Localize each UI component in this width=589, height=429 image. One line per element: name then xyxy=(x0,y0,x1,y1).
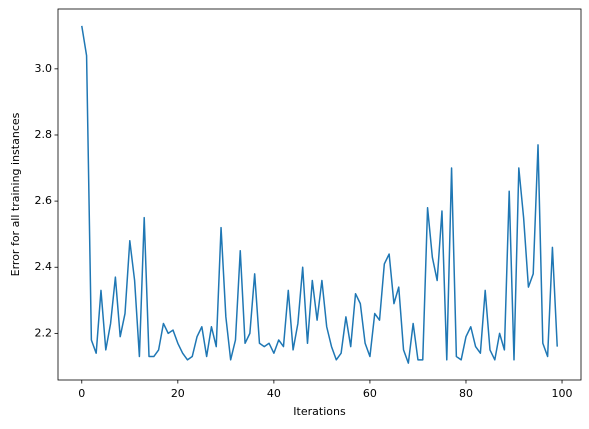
x-tick-label: 80 xyxy=(459,387,473,400)
y-axis-label: Error for all training instances xyxy=(9,112,22,276)
x-axis-label: Iterations xyxy=(293,405,346,418)
data-line xyxy=(81,25,558,364)
x-tick-label: 0 xyxy=(78,387,85,400)
x-tick-label: 20 xyxy=(171,387,185,400)
x-tick-label: 40 xyxy=(267,387,281,400)
x-tick-label: 60 xyxy=(363,387,377,400)
y-tick-label: 2.2 xyxy=(35,326,53,339)
y-tick-label: 3.0 xyxy=(35,62,53,75)
plot-frame xyxy=(57,8,582,381)
y-tick-label: 2.6 xyxy=(35,194,53,207)
x-tick-label: 100 xyxy=(552,387,573,400)
y-tick-label: 2.4 xyxy=(35,260,53,273)
y-tick-label: 2.8 xyxy=(35,128,53,141)
